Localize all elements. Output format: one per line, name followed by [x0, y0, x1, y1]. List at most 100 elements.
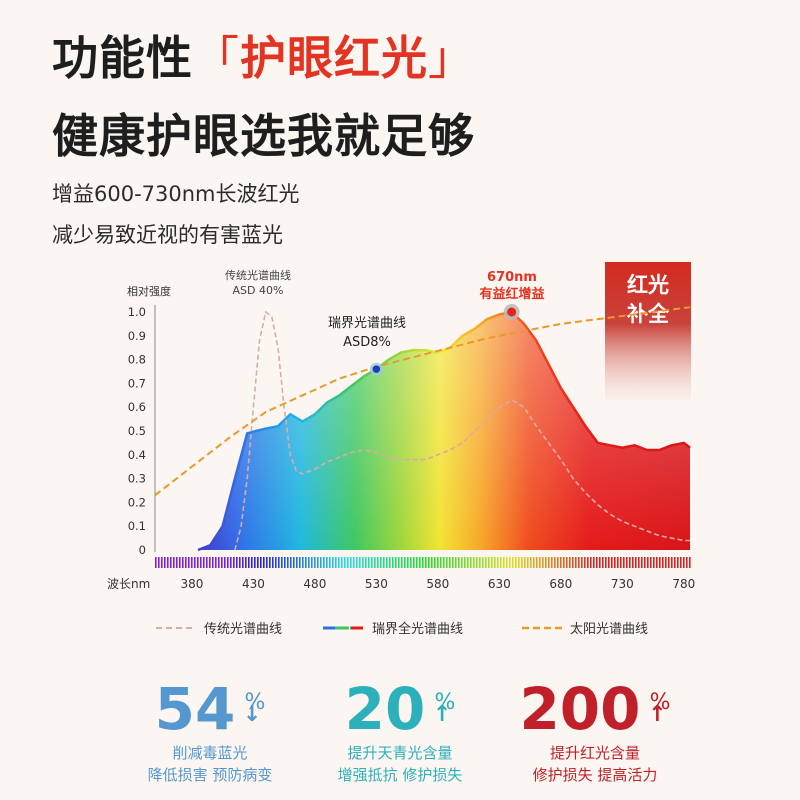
stat-caption-1: 提升红光含量	[549, 744, 640, 762]
wavelength-bar-tick	[377, 557, 379, 568]
wavelength-bar-tick	[554, 557, 556, 568]
wavelength-bar-tick	[161, 557, 163, 568]
traditional-title: 传统光谱曲线	[225, 268, 291, 282]
traditional-asd: ASD 40%	[233, 284, 284, 297]
wavelength-bar-tick	[269, 557, 271, 568]
wavelength-bar-tick	[602, 557, 604, 568]
y-tick-label: 0.7	[128, 376, 146, 390]
wavelength-bar-tick	[566, 557, 568, 568]
down-arrow-icon: ↓	[242, 702, 262, 727]
wavelength-bar-tick	[443, 557, 445, 568]
wavelength-bar-tick	[218, 557, 220, 568]
plot-series	[154, 304, 691, 552]
wavelength-bar-tick	[239, 557, 241, 568]
wavelength-bar-tick	[626, 557, 628, 568]
stat-caption-1: 提升天青光含量	[347, 744, 453, 762]
wavelength-bar-tick	[353, 557, 355, 568]
wavelength-bar-tick	[590, 557, 592, 568]
peak-marker	[507, 307, 517, 317]
legend-label-traditional: 传统光谱曲线	[204, 622, 282, 637]
wavelength-bar-tick	[548, 557, 550, 568]
headline-line-1: 功能性「护眼红光」	[52, 22, 475, 88]
chart-legend: 传统光谱曲线 瑞界全光谱曲线 太阳光谱曲线	[156, 621, 648, 637]
wavelength-bar-tick	[194, 557, 196, 568]
wavelength-bar-tick	[401, 557, 403, 568]
wavelength-bar-tick	[359, 557, 361, 568]
wavelength-bar-tick	[302, 557, 304, 568]
wavelength-bar-tick	[275, 557, 277, 568]
wavelength-bar-tick	[362, 557, 364, 568]
wavelength-bar-tick	[173, 557, 175, 568]
wavelength-bar-tick	[287, 557, 289, 568]
stat-value: 54 ↓%	[155, 676, 266, 742]
x-tick-label: 480	[303, 577, 326, 591]
wavelength-bar-tick	[374, 557, 376, 568]
legend-label-ruijie: 瑞界全光谱曲线	[372, 621, 463, 637]
wavelength-bar-tick	[191, 557, 193, 568]
wavelength-bar-tick	[425, 557, 427, 568]
wavelength-bar-tick	[458, 557, 460, 568]
legend-label-sun: 太阳光谱曲线	[570, 622, 648, 637]
wavelength-bar	[155, 557, 691, 568]
peak-nm: 670nm	[487, 270, 537, 285]
wavelength-bar-tick	[614, 557, 616, 568]
wavelength-bar-tick	[479, 557, 481, 568]
ruijie-spectrum-line	[197, 310, 691, 552]
wavelength-bar-tick	[545, 557, 547, 568]
wavelength-bar-tick	[365, 557, 367, 568]
up-arrow-icon: ↑	[648, 702, 667, 727]
wavelength-bar-tick	[251, 557, 253, 568]
wavelength-bar-tick	[392, 557, 394, 568]
wavelength-bar-tick	[206, 557, 208, 568]
wavelength-bar-tick	[386, 557, 388, 568]
peak-label: 有益红增益	[479, 286, 544, 302]
wavelength-bar-tick	[380, 557, 382, 568]
stat-caption-2: 修护损失 提高活力	[532, 766, 658, 784]
stat-value: 200 ↑%	[519, 676, 670, 742]
stat-red-light: 200 ↑% 提升红光含量 修护损失 提高活力	[480, 676, 710, 786]
wavelength-bar-tick	[431, 557, 433, 568]
wavelength-bar-tick	[521, 557, 523, 568]
wavelength-bar-tick	[629, 557, 631, 568]
wavelength-bar-tick	[266, 557, 268, 568]
wavelength-bar-tick	[215, 557, 217, 568]
wavelength-bar-tick	[182, 557, 184, 568]
x-tick-label: 380	[180, 577, 203, 591]
wavelength-bar-tick	[677, 557, 679, 568]
wavelength-bar-tick	[524, 557, 526, 568]
wavelength-bar-tick	[314, 557, 316, 568]
wavelength-bar-tick	[179, 557, 181, 568]
wavelength-bar-tick	[281, 557, 283, 568]
wavelength-bar-tick	[404, 557, 406, 568]
y-tick-label: 0.2	[128, 495, 146, 509]
wavelength-bar-tick	[272, 557, 274, 568]
stat-unit: %	[649, 690, 671, 715]
ruijie-title: 瑞界光谱曲线	[328, 316, 406, 331]
wavelength-bar-tick	[257, 557, 259, 568]
wavelength-bar-tick	[371, 557, 373, 568]
wavelength-bar-tick	[428, 557, 430, 568]
headline-highlight: 护眼红光	[240, 31, 428, 85]
wavelength-bar-tick	[569, 557, 571, 568]
wavelength-bar-tick	[422, 557, 424, 568]
stat-blue-light: 54 ↓% 削减毒蓝光 降低损害 预防病变	[95, 676, 325, 786]
stat-cyan-light: 20 ↑% 提升天青光含量 增强抵抗 修护损失	[285, 676, 515, 786]
wavelength-bar-tick	[470, 557, 472, 568]
wavelength-bar-tick	[245, 557, 247, 568]
wavelength-bar-tick	[416, 557, 418, 568]
wavelength-bar-tick	[242, 557, 244, 568]
wavelength-bar-tick	[668, 557, 670, 568]
wavelength-bar-tick	[467, 557, 469, 568]
wavelength-bar-tick	[320, 557, 322, 568]
stat-value: 20 ↑%	[345, 676, 456, 742]
wavelength-bar-tick	[557, 557, 559, 568]
stat-unit: %	[434, 690, 456, 715]
headline-line-2: 健康护眼选我就足够	[52, 109, 475, 163]
badge-line-1: 红光	[627, 273, 669, 297]
wavelength-bar-tick	[188, 557, 190, 568]
wavelength-bar-tick	[551, 557, 553, 568]
traditional-spectrum-line	[234, 310, 690, 551]
wavelength-bar-tick	[500, 557, 502, 568]
y-axis-label: 相对强度	[127, 284, 171, 298]
